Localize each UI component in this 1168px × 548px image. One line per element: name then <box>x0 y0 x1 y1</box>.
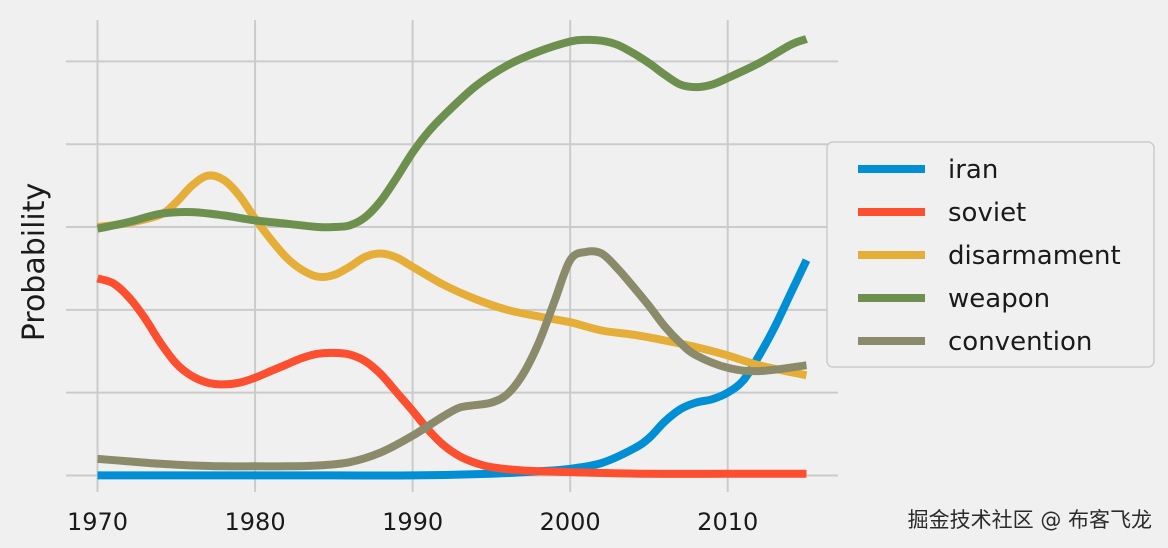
legend: iran soviet disarmament weapon convention <box>826 141 1155 368</box>
legend-box <box>826 141 1155 368</box>
series-lines <box>96 35 811 480</box>
legend-label-convention: convention <box>948 327 1092 357</box>
grid <box>66 20 838 492</box>
x-axis-tick-labels: 1970 1980 1990 2000 2010 <box>67 508 758 536</box>
legend-label-weapon: weapon <box>948 284 1050 314</box>
x-tick-label: 1980 <box>225 508 286 536</box>
y-axis-label: Probability <box>17 183 52 342</box>
series-line-weapon <box>96 35 808 233</box>
legend-label-disarmament: disarmament <box>948 241 1121 271</box>
x-tick-label: 1970 <box>67 508 128 536</box>
watermark-text: 掘金技术社区 @ 布客飞龙 <box>908 508 1152 532</box>
x-tick-label: 1990 <box>382 508 443 536</box>
legend-label-soviet: soviet <box>948 198 1026 228</box>
series-line-convention <box>97 247 808 471</box>
series-line-soviet <box>96 274 807 478</box>
series-line-disarmament <box>96 171 808 380</box>
x-tick-label: 2000 <box>540 508 601 536</box>
legend-entries: iran soviet disarmament weapon convention <box>858 155 1121 357</box>
x-tick-label: 2010 <box>697 508 758 536</box>
legend-label-iran: iran <box>948 155 998 185</box>
